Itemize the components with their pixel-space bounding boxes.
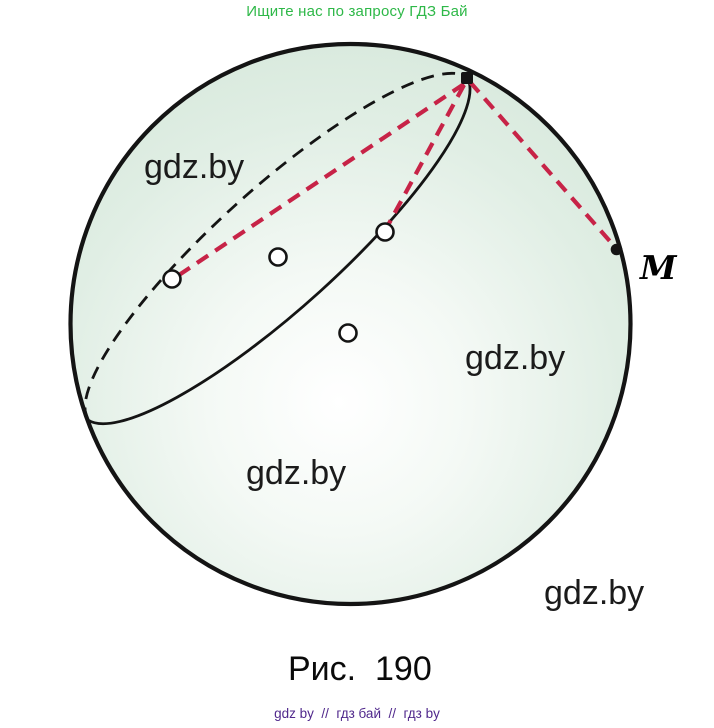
watermark: gdz.by <box>144 148 245 186</box>
open-point-lower-middle <box>338 323 358 343</box>
top-vertex-dot <box>461 72 473 84</box>
promo-header-text: Ищите нас по запросу ГДЗ Бай <box>246 3 468 20</box>
figure-caption: Рис. 190 <box>288 650 432 688</box>
section-back-arc-dashed <box>83 71 468 421</box>
promo-footer-text: gdz by // гдз бай // гдз by <box>274 706 440 721</box>
point-m-label: M <box>640 248 677 287</box>
open-point-on-front-arc <box>375 222 395 242</box>
open-point-upper-middle <box>268 247 288 267</box>
watermark: gdz.by <box>544 574 645 612</box>
watermark: gdz.by <box>465 339 566 377</box>
red-dashed-chord-to-point-m <box>468 80 617 249</box>
red-dashed-chord-to-middle-point <box>384 83 466 231</box>
red-dashed-chord-to-left-point <box>174 82 466 279</box>
section-front-arc <box>87 76 472 426</box>
open-point-on-back-arc <box>162 269 182 289</box>
point-m-dot <box>610 243 623 256</box>
watermark: gdz.by <box>246 454 347 492</box>
